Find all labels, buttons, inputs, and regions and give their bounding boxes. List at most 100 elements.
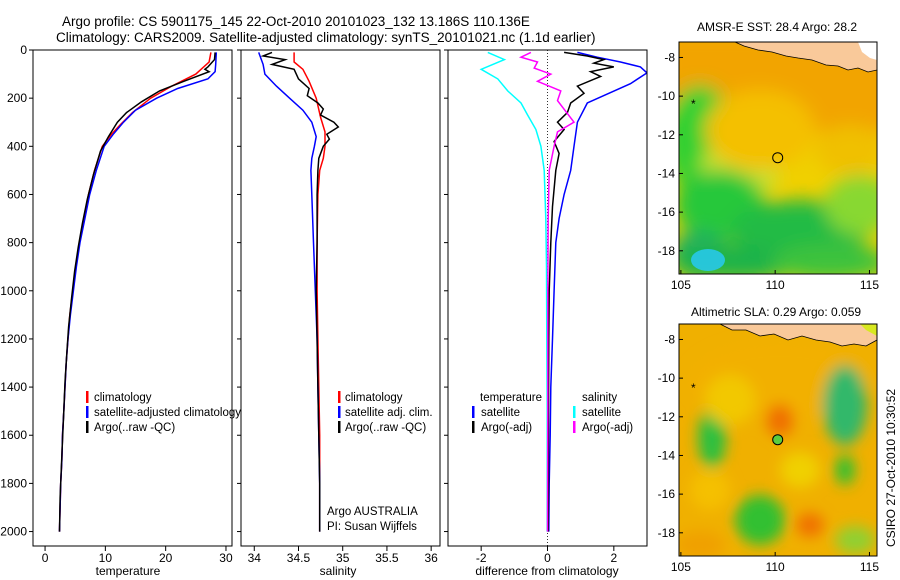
sst-land-mask xyxy=(858,42,877,60)
map-x-tick-label: 105 xyxy=(671,560,691,574)
difference-y-ticks xyxy=(444,49,448,533)
legend-swatch-argo xyxy=(338,421,341,433)
sla-land-mask xyxy=(860,324,877,336)
y-tick-label: 1200 xyxy=(0,332,27,346)
x-tick-label: 34.5 xyxy=(287,551,311,565)
legend-swatch-sal-satellite xyxy=(573,406,576,418)
y-tick-label: 0 xyxy=(20,43,27,57)
y-tick-label: 400 xyxy=(7,139,27,153)
sla-map-panel: Altimetric SLA: 0.29 Argo: 0.059 * xyxy=(658,305,880,574)
x-tick-label: 34 xyxy=(248,551,262,565)
y-tick-label: 800 xyxy=(7,236,27,250)
map-y-tick-label: -8 xyxy=(664,50,675,64)
credit-timestamp: CSIRO 27-Oct-2010 10:30:52 xyxy=(884,389,898,547)
difference-x-label: difference from climatology xyxy=(475,564,618,578)
x-tick-label: 30 xyxy=(219,551,233,565)
y-tick-label: 2000 xyxy=(0,525,27,539)
series-satellite-adjusted-climatology xyxy=(58,52,218,532)
legend-swatch-temp-argo xyxy=(472,421,475,433)
sst-map-panel: AMSR-E SST: 28.4 Argo: 28.2 * xyxy=(658,20,880,292)
salinity-y-ticks xyxy=(237,49,241,533)
map-y-tick-label: -18 xyxy=(658,526,676,540)
sla-origin-marker: * xyxy=(691,381,696,395)
x-tick-label: 0 xyxy=(42,551,49,565)
x-tick-label: 35.5 xyxy=(375,551,399,565)
y-tick-label: 600 xyxy=(7,187,27,201)
series-climatology xyxy=(293,52,326,532)
series-temperature-satellite xyxy=(548,51,647,532)
map-y-tick-label: -18 xyxy=(658,244,676,258)
map-x-tick-label: 115 xyxy=(860,560,879,574)
series-argo-raw-qc xyxy=(58,52,216,532)
legend-label-satellite: satellite adj. clim. xyxy=(345,407,433,419)
x-tick-label: 20 xyxy=(159,551,173,565)
difference-legend: temperature satellite Argo(-adj) salinit… xyxy=(472,392,633,434)
sst-map-title: AMSR-E SST: 28.4 Argo: 28.2 xyxy=(697,20,857,34)
salinity-lines xyxy=(257,51,340,532)
series-salinity-argo-adj xyxy=(518,51,576,532)
series-climatology xyxy=(58,52,212,532)
float-owner-annotation: Argo AUSTRALIA xyxy=(327,506,418,518)
legend-title-temperature: temperature xyxy=(480,392,542,404)
sst-map-ticks: 105 110 115 -8 -10 -12 -14 -16 -18 xyxy=(658,50,880,292)
legend-swatch-satellite xyxy=(338,406,341,418)
legend-swatch-sal-argo xyxy=(573,421,576,433)
salinity-panel: 34 34.5 35 35.5 36 salinity climatology sate… xyxy=(237,49,441,578)
y-tick-label: 1600 xyxy=(0,428,27,442)
header-title: Argo profile: CS 5901175_145 22-Oct-2010… xyxy=(62,14,530,29)
x-tick-label: 36 xyxy=(424,551,438,565)
salinity-x-ticks: 34 34.5 35 35.5 36 xyxy=(248,546,438,565)
difference-lines xyxy=(479,50,647,546)
legend-swatch-temp-satellite xyxy=(472,406,475,418)
sst-land-java xyxy=(734,42,877,73)
x-tick-label: 35 xyxy=(336,551,350,565)
sst-map-field xyxy=(679,42,877,274)
series-salinity-satellite xyxy=(479,51,548,532)
map-y-tick-label: -10 xyxy=(658,371,676,385)
sla-map-title: Altimetric SLA: 0.29 Argo: 0.059 xyxy=(691,305,861,319)
series-argo-raw-qc xyxy=(260,51,340,532)
map-x-tick-label: 115 xyxy=(860,278,879,292)
legend-label-argo: Argo(..raw -QC) xyxy=(345,422,426,434)
depth-y-ticks: 0 200 400 600 800 1000 1200 1400 1600 1800 2000 xyxy=(0,43,33,539)
legend-title-salinity: salinity xyxy=(582,392,617,404)
legend-label-climatology: climatology xyxy=(345,392,403,404)
temperature-legend: climatology satellite-adjusted climatolo… xyxy=(86,391,241,434)
map-y-tick-label: -10 xyxy=(658,89,676,103)
sla-map-field xyxy=(679,324,877,556)
legend-label-satellite: satellite-adjusted climatology xyxy=(94,407,241,419)
map-y-tick-label: -14 xyxy=(658,448,676,462)
difference-panel: -2 0 2 difference from climatology tempera… xyxy=(444,49,648,578)
difference-x-ticks: -2 0 2 xyxy=(476,546,617,565)
y-tick-label: 1000 xyxy=(0,284,27,298)
salinity-x-label: salinity xyxy=(320,564,357,578)
map-y-tick-label: -12 xyxy=(658,410,676,424)
principal-investigator-annotation: PI: Susan Wijffels xyxy=(327,521,417,533)
temperature-x-label: temperature xyxy=(96,564,161,578)
legend-swatch-satellite xyxy=(86,406,89,418)
legend-label-sal-satellite: satellite xyxy=(582,407,621,419)
map-y-tick-label: -12 xyxy=(658,128,676,142)
x-tick-label: 0 xyxy=(544,551,551,565)
salinity-frame xyxy=(240,49,441,547)
temperature-frame xyxy=(32,49,233,547)
legend-label-sal-argo: Argo(-adj) xyxy=(582,422,633,434)
temperature-lines xyxy=(58,52,218,532)
map-y-tick-label: -8 xyxy=(664,332,675,346)
y-tick-label: 200 xyxy=(7,91,27,105)
header-subtitle: Climatology: CARS2009. Satellite-adjuste… xyxy=(56,30,596,45)
legend-label-temp-argo: Argo(-adj) xyxy=(481,422,532,434)
map-y-tick-label: -16 xyxy=(658,487,676,501)
map-x-tick-label: 110 xyxy=(766,278,785,292)
legend-swatch-argo xyxy=(86,421,89,433)
sla-color-field xyxy=(679,340,875,556)
sst-argo-position-marker xyxy=(772,152,784,164)
y-tick-label: 1800 xyxy=(0,476,27,490)
salinity-legend: climatology satellite adj. clim. Argo(..… xyxy=(338,391,433,434)
sla-land-java xyxy=(719,324,877,347)
sla-argo-position-marker xyxy=(772,434,784,446)
x-tick-label: -2 xyxy=(476,551,487,565)
legend-swatch-climatology xyxy=(86,391,89,403)
map-y-tick-label: -14 xyxy=(658,166,676,180)
